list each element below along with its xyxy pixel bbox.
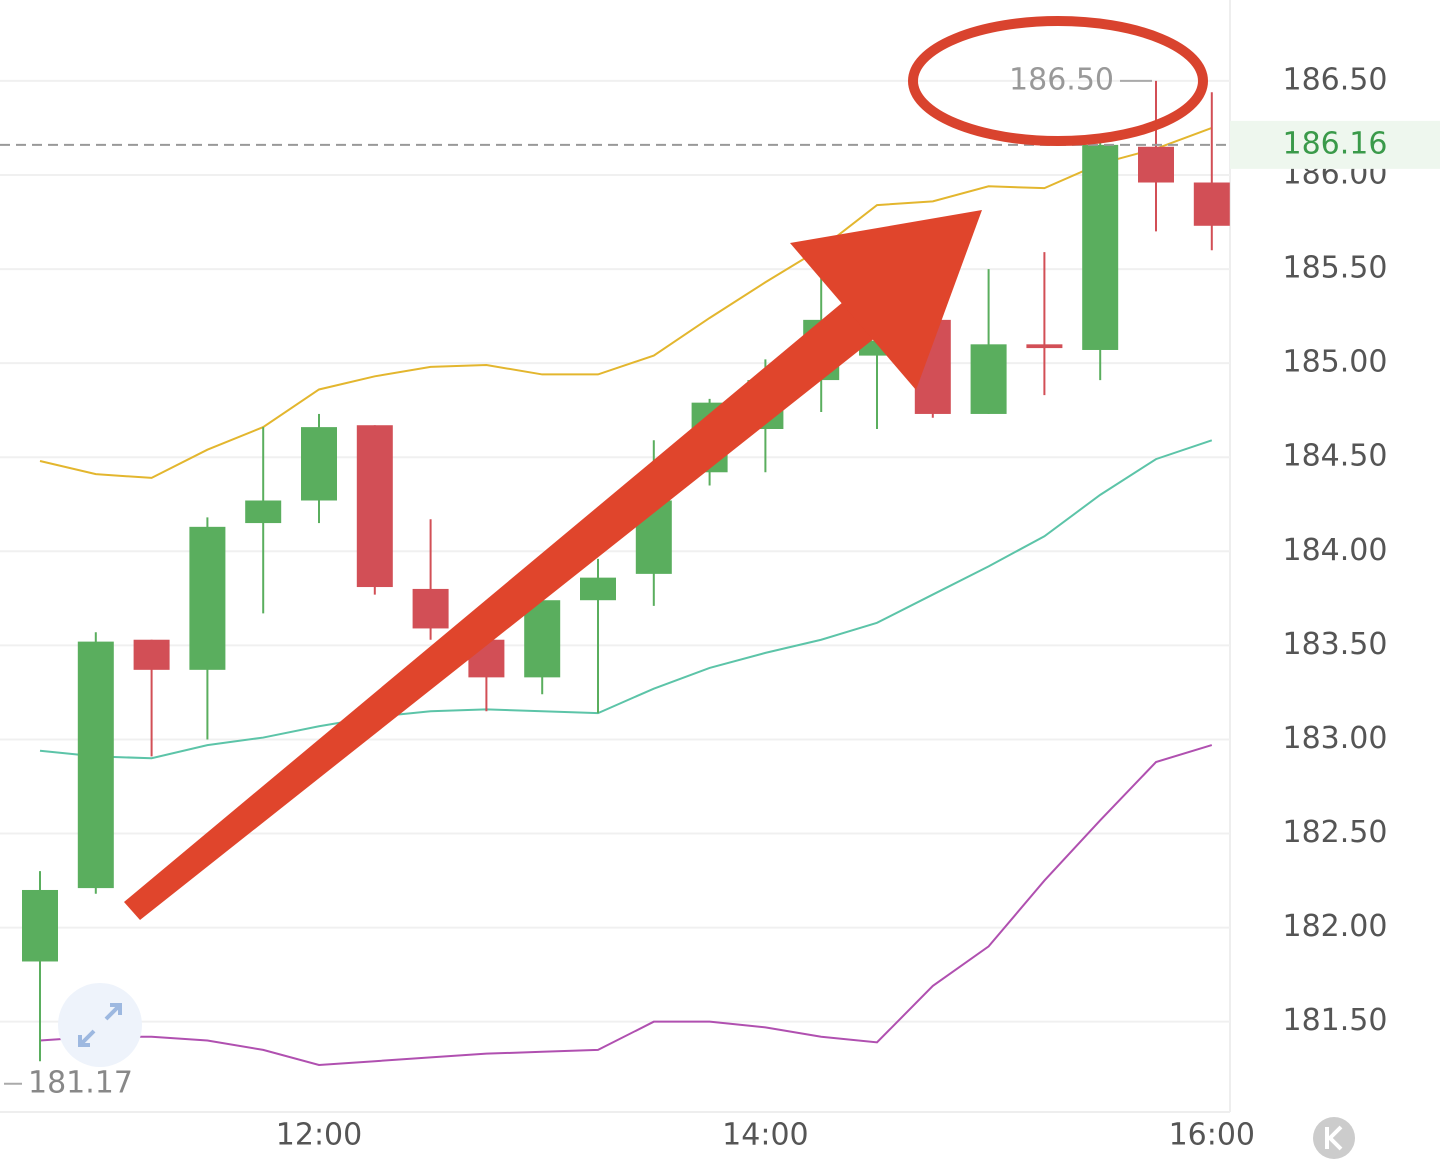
x-tick-label: 16:00 — [1169, 1118, 1255, 1153]
expand-icon[interactable] — [58, 983, 142, 1067]
candle-body — [301, 427, 337, 501]
band-line — [39, 127, 1213, 479]
highlight-ellipse — [908, 16, 1208, 146]
high-marker-label: 186.50 — [1009, 62, 1114, 97]
candle-body — [189, 526, 226, 670]
y-tick-label: 184.50 — [1283, 439, 1388, 474]
x-tick-label: 12:00 — [276, 1118, 362, 1153]
y-tick-label: 184.00 — [1283, 533, 1388, 568]
y-tick-label: 181.50 — [1283, 1003, 1388, 1038]
current-price-box — [1230, 120, 1440, 169]
red-arrow — [124, 210, 982, 920]
candle-body — [970, 344, 1007, 414]
y-tick-label: 185.50 — [1283, 251, 1388, 286]
candle-body — [412, 588, 449, 629]
y-tick-label: 185.00 — [1283, 345, 1388, 380]
candle-body — [1082, 144, 1119, 350]
candle-body — [356, 425, 393, 588]
k-icon[interactable] — [1313, 1117, 1355, 1159]
y-tick-label: 186.50 — [1283, 62, 1388, 97]
candle-body — [1193, 182, 1230, 226]
y-tick-label: 182.00 — [1283, 909, 1388, 944]
candle-body — [524, 600, 561, 678]
y-tick-label: 183.50 — [1283, 627, 1388, 662]
current-price-label: 186.16 — [1283, 126, 1388, 161]
band-line — [39, 439, 1213, 760]
band-line — [39, 744, 1213, 1066]
x-tick-label: 14:00 — [722, 1118, 808, 1153]
candle-body — [77, 641, 114, 889]
low-marker-label: 181.17 — [28, 1065, 133, 1100]
candle-body — [133, 639, 170, 670]
candle-body — [580, 577, 616, 601]
y-tick-label: 183.00 — [1283, 721, 1388, 756]
candle-body — [1026, 344, 1063, 349]
candle-body — [1138, 146, 1174, 183]
y-tick-label: 182.50 — [1283, 815, 1388, 850]
candle-body — [245, 500, 282, 524]
candle-body — [22, 889, 58, 962]
